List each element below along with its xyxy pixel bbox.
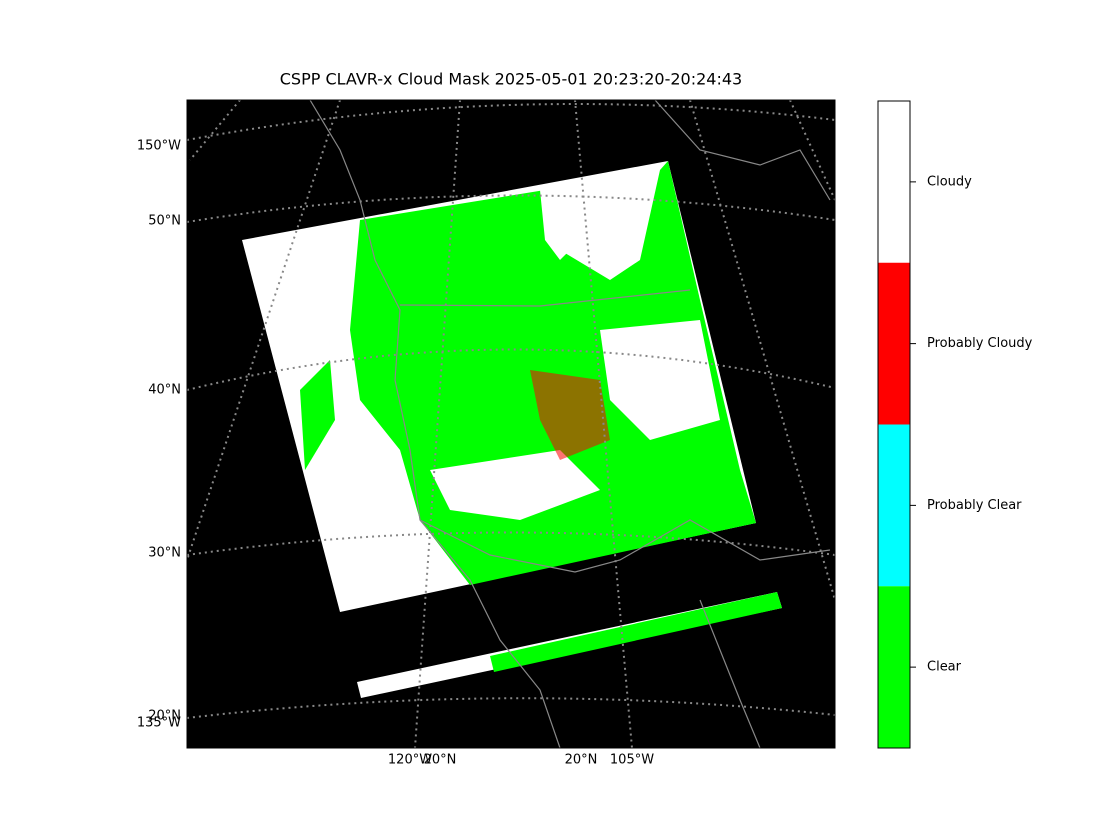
colorbar-frame bbox=[877, 100, 911, 749]
map bbox=[187, 100, 835, 748]
colorbar-label: Probably Clear bbox=[927, 498, 1022, 513]
lat-label: 135°W bbox=[137, 716, 181, 731]
colorbar: Cloudy Probably Cloudy Probably Clear Clear bbox=[877, 100, 1033, 749]
swath-clear-patch bbox=[300, 360, 335, 470]
swath-cloud-patch bbox=[540, 185, 590, 260]
graticule bbox=[189, 100, 241, 161]
colorbar-segment bbox=[878, 586, 910, 748]
swath-cloud-patch bbox=[600, 320, 720, 440]
border bbox=[399, 289, 691, 307]
map-frame bbox=[186, 99, 836, 749]
colorbar-label: Probably Cloudy bbox=[927, 336, 1033, 351]
lon-label: 120°W bbox=[388, 753, 432, 768]
lat-label: 150°W bbox=[137, 139, 181, 154]
lon-label: 20°N bbox=[565, 753, 598, 768]
graticule bbox=[187, 697, 835, 719]
swath2-clear bbox=[490, 592, 782, 672]
graticule bbox=[789, 100, 835, 201]
coastline bbox=[699, 599, 761, 748]
lon-label: 105°W bbox=[610, 753, 654, 768]
swath-cloud-patch bbox=[430, 450, 600, 520]
lat-label: 50°N bbox=[148, 214, 181, 229]
lat-label: 40°N bbox=[148, 383, 181, 398]
coastline bbox=[309, 100, 561, 748]
coastline bbox=[654, 100, 831, 201]
title: CSPP CLAVR-x Cloud Mask 2025-05-01 20:23… bbox=[280, 70, 742, 89]
swath-prob-cloudy bbox=[530, 370, 610, 460]
graticule bbox=[187, 194, 835, 223]
graticule bbox=[187, 100, 341, 561]
graticule bbox=[689, 100, 835, 601]
lon-label: 20°N bbox=[424, 753, 457, 768]
border bbox=[419, 519, 831, 573]
colorbar-label: Cloudy bbox=[927, 174, 972, 189]
colorbar-segment bbox=[878, 101, 910, 263]
colorbar-label: Clear bbox=[927, 660, 962, 675]
lat-label: 30°N bbox=[148, 546, 181, 561]
colorbar-segment bbox=[878, 262, 910, 425]
graticule bbox=[187, 103, 835, 141]
graticule bbox=[187, 531, 835, 556]
graticule bbox=[414, 100, 461, 748]
colorbar-segment bbox=[878, 424, 910, 587]
graticule bbox=[574, 100, 633, 748]
lat-label: 20°N bbox=[148, 709, 181, 724]
